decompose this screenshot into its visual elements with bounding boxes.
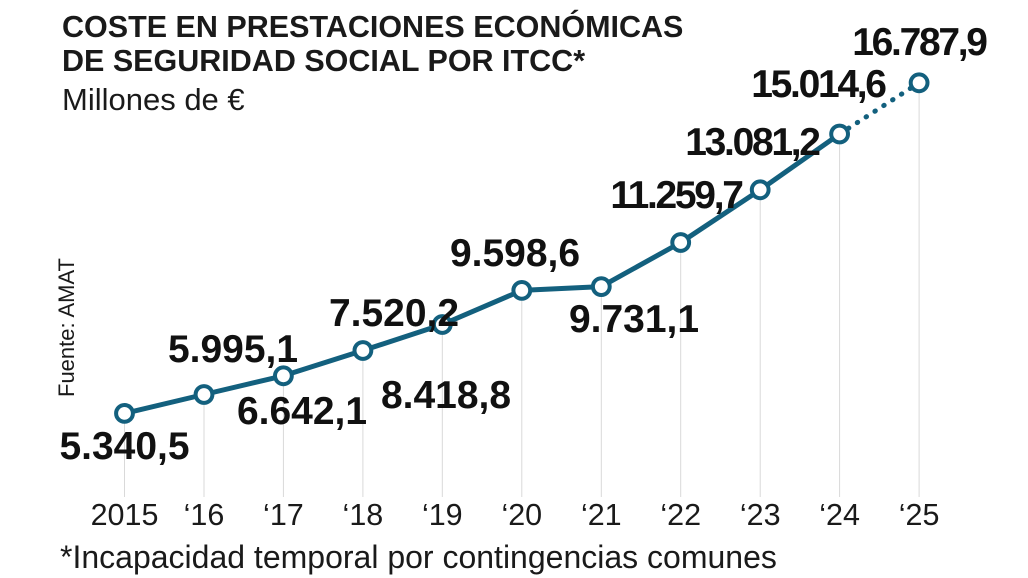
svg-text:‘22: ‘22: [660, 498, 701, 532]
svg-text:‘24: ‘24: [819, 498, 860, 532]
svg-text:‘23: ‘23: [740, 498, 781, 532]
svg-text:7.520,2: 7.520,2: [329, 292, 459, 335]
svg-text:‘19: ‘19: [422, 498, 463, 532]
svg-text:13.081,2: 13.081,2: [685, 121, 820, 164]
svg-text:‘18: ‘18: [343, 498, 384, 532]
svg-text:‘20: ‘20: [501, 498, 542, 532]
svg-text:‘16: ‘16: [184, 498, 225, 532]
svg-text:5.995,1: 5.995,1: [168, 328, 298, 371]
svg-text:8.418,8: 8.418,8: [381, 374, 511, 417]
svg-text:2015: 2015: [91, 498, 159, 532]
svg-text:9.598,6: 9.598,6: [450, 232, 580, 275]
svg-text:6.642,1: 6.642,1: [237, 390, 367, 433]
svg-text:16.787,9: 16.787,9: [852, 21, 987, 64]
svg-text:‘17: ‘17: [263, 498, 304, 532]
svg-text:15.014,6: 15.014,6: [751, 63, 886, 106]
svg-text:11.259,7: 11.259,7: [610, 174, 742, 217]
svg-text:‘25: ‘25: [899, 498, 940, 532]
svg-text:9.731,1: 9.731,1: [569, 298, 699, 341]
svg-text:‘21: ‘21: [581, 498, 622, 532]
svg-text:5.340,5: 5.340,5: [59, 425, 189, 468]
